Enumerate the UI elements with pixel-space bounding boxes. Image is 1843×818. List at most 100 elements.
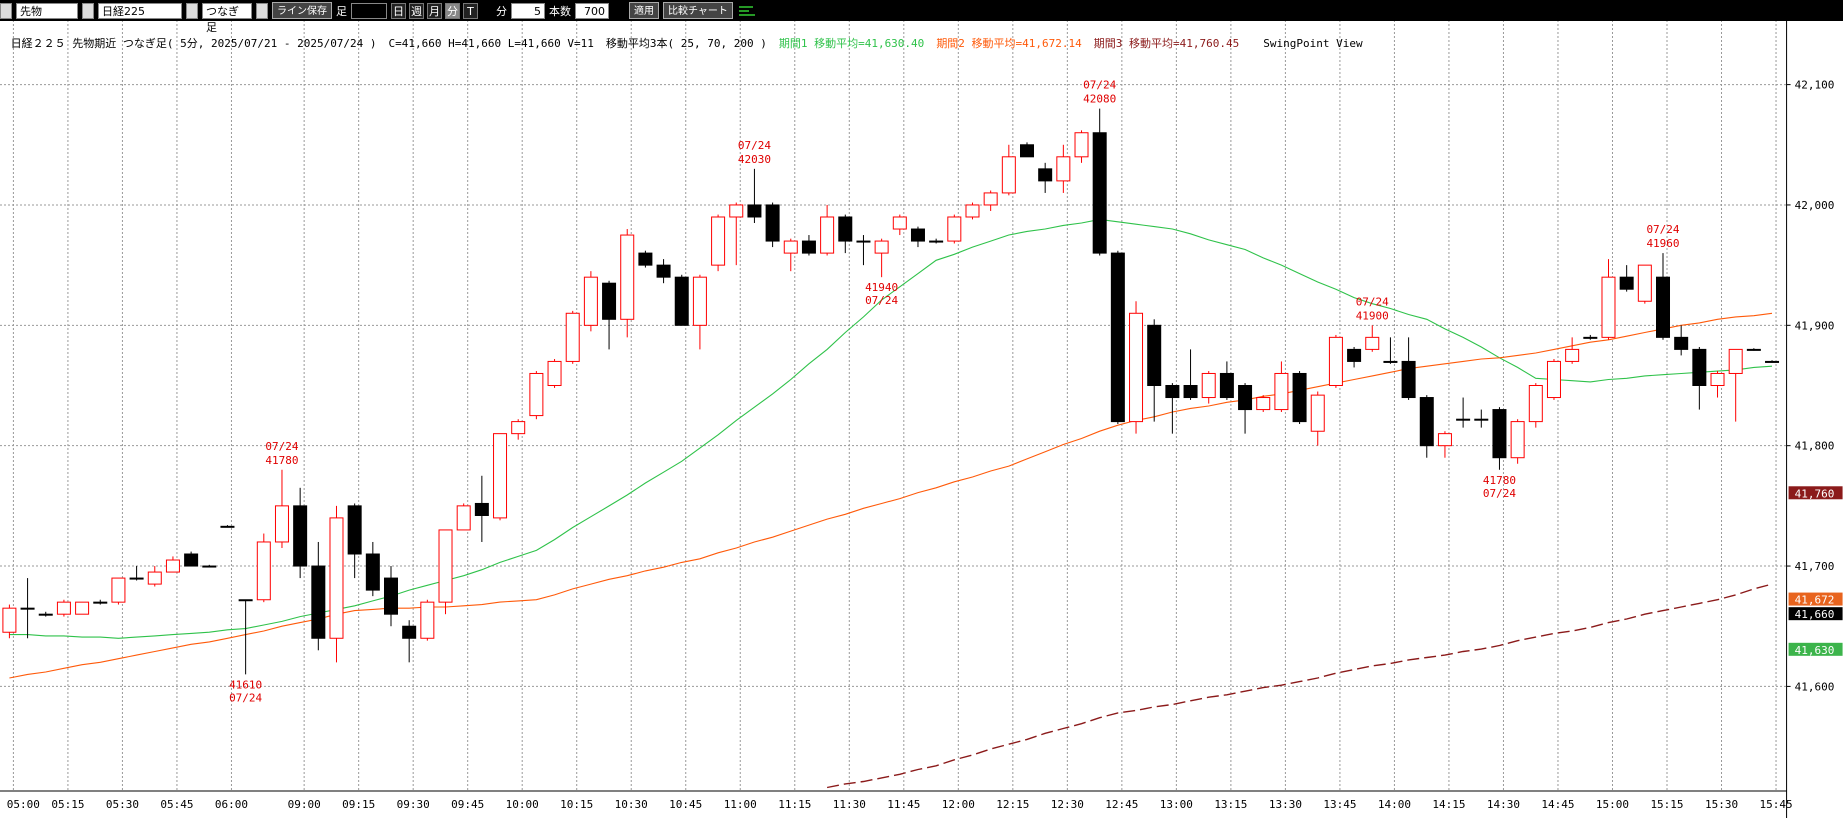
menu-arrow[interactable] bbox=[0, 2, 12, 19]
candle-body bbox=[38, 613, 53, 616]
y-tick-label: 42,000 bbox=[1795, 199, 1835, 212]
x-tick-label: 15:15 bbox=[1650, 798, 1683, 811]
candle-body bbox=[1056, 156, 1071, 182]
candle-body bbox=[783, 240, 798, 254]
swing-date: 07/24 bbox=[265, 440, 298, 453]
swing-date: 07/24 bbox=[1356, 295, 1389, 308]
swing-price: 42030 bbox=[738, 153, 771, 166]
dropdown-arrow[interactable] bbox=[256, 2, 268, 19]
candle-body bbox=[147, 571, 162, 585]
swing-date: 07/24 bbox=[1646, 223, 1679, 236]
x-tick-label: 11:00 bbox=[724, 798, 757, 811]
legend-entry: 期間2 移動平均=41,672.14 bbox=[936, 37, 1082, 50]
apply-button[interactable]: 適用 bbox=[629, 2, 659, 19]
view-label: SwingPoint View bbox=[1263, 37, 1363, 50]
price-tag bbox=[1788, 607, 1843, 621]
period-button[interactable]: 週 bbox=[409, 2, 424, 19]
market-select[interactable]: 先物 bbox=[16, 2, 78, 19]
candle-body bbox=[1274, 372, 1289, 411]
candle-body bbox=[220, 525, 235, 528]
candle-body bbox=[511, 421, 526, 435]
period-button[interactable]: T bbox=[463, 2, 478, 19]
drawing-icon[interactable] bbox=[737, 3, 757, 19]
y-tick-label: 42,100 bbox=[1795, 79, 1835, 92]
x-tick-label: 12:30 bbox=[1051, 798, 1084, 811]
ohlcv-text: C=41,660 H=41,660 L=41,660 V=11 bbox=[388, 37, 594, 50]
x-tick-label: 10:30 bbox=[615, 798, 648, 811]
legend-entry: 期間3 移動平均=41,760.45 bbox=[1093, 37, 1240, 50]
candle-body bbox=[1347, 348, 1362, 362]
candle-body bbox=[747, 204, 762, 218]
candle-body bbox=[1601, 276, 1616, 338]
swing-date: 07/24 bbox=[1083, 79, 1116, 92]
bar-type-select[interactable]: つなぎ足 bbox=[202, 2, 252, 34]
candle-body bbox=[1129, 312, 1144, 423]
x-tick-label: 14:45 bbox=[1541, 798, 1574, 811]
x-tick-label: 15:00 bbox=[1596, 798, 1629, 811]
x-tick-label: 14:30 bbox=[1487, 798, 1520, 811]
candle-body bbox=[565, 312, 580, 362]
count-input[interactable]: 700 bbox=[575, 2, 609, 19]
price-tag bbox=[1788, 486, 1843, 500]
interval-input[interactable]: 5 bbox=[511, 2, 545, 19]
candle-body bbox=[1474, 418, 1489, 421]
candle-body bbox=[293, 505, 308, 567]
candle-body bbox=[347, 505, 362, 555]
symbol-select[interactable]: 日経225 bbox=[98, 2, 182, 19]
candle-body bbox=[238, 599, 253, 602]
period-button[interactable]: 分 bbox=[445, 2, 460, 19]
price-tag bbox=[1788, 592, 1843, 606]
candle-body bbox=[1619, 276, 1634, 290]
candle-body bbox=[129, 577, 144, 580]
candle-body bbox=[529, 372, 544, 417]
candle-body bbox=[474, 502, 489, 516]
candle-body bbox=[274, 505, 289, 543]
candle-body bbox=[1310, 394, 1325, 432]
candle-body bbox=[856, 240, 871, 243]
candle-body bbox=[1110, 252, 1125, 423]
candle-body bbox=[1492, 409, 1507, 459]
swing-date: 07/24 bbox=[1483, 487, 1516, 500]
candle-body bbox=[1183, 384, 1198, 399]
candle-body bbox=[329, 517, 344, 639]
candle-body bbox=[20, 607, 35, 610]
candle-body bbox=[692, 276, 707, 326]
period-button[interactable]: 月 bbox=[427, 2, 442, 19]
candle-body bbox=[1565, 348, 1580, 362]
x-tick-label: 13:30 bbox=[1269, 798, 1302, 811]
legend-entry: 期間1 移動平均=41,630.40 bbox=[778, 37, 925, 50]
y-tick-label: 41,800 bbox=[1795, 440, 1835, 453]
price-tag-label: 41,630 bbox=[1795, 644, 1835, 657]
candle-body bbox=[547, 360, 562, 386]
candle-body bbox=[1437, 433, 1452, 447]
x-tick-label: 24 05:00 bbox=[0, 798, 40, 811]
compare-button[interactable]: 比較チャート bbox=[663, 2, 733, 19]
x-tick-label: 12:00 bbox=[942, 798, 975, 811]
candle-body bbox=[1201, 372, 1216, 399]
count-label: 本数 bbox=[549, 4, 571, 18]
x-tick-label: 09:30 bbox=[397, 798, 430, 811]
swing-price: 41780 bbox=[265, 454, 298, 467]
dropdown-arrow[interactable] bbox=[186, 2, 198, 19]
dropdown-arrow[interactable] bbox=[82, 2, 94, 19]
ashi-box[interactable] bbox=[351, 2, 387, 19]
candle-body bbox=[711, 216, 726, 266]
swing-price: 41780 bbox=[1483, 474, 1516, 487]
ashi-label: 足 bbox=[336, 4, 347, 18]
candle-body bbox=[1656, 276, 1671, 338]
save-line-button[interactable]: ライン保存 bbox=[272, 2, 332, 19]
x-tick-label: 05:15 bbox=[51, 798, 84, 811]
candle-body bbox=[765, 204, 780, 242]
price-tag-label: 41,672 bbox=[1795, 594, 1835, 607]
x-tick-label: 10:45 bbox=[669, 798, 702, 811]
candle-body bbox=[1401, 360, 1416, 399]
candle-body bbox=[1583, 336, 1598, 339]
candle-body bbox=[365, 553, 380, 591]
period-button[interactable]: 日 bbox=[391, 2, 406, 19]
legend: 期間1 移動平均=41,630.40 期間2 移動平均=41,672.14 期間3 … bbox=[779, 37, 1251, 50]
candle-body bbox=[256, 541, 271, 601]
swing-price: 42080 bbox=[1083, 93, 1116, 106]
candle-body bbox=[656, 264, 671, 278]
